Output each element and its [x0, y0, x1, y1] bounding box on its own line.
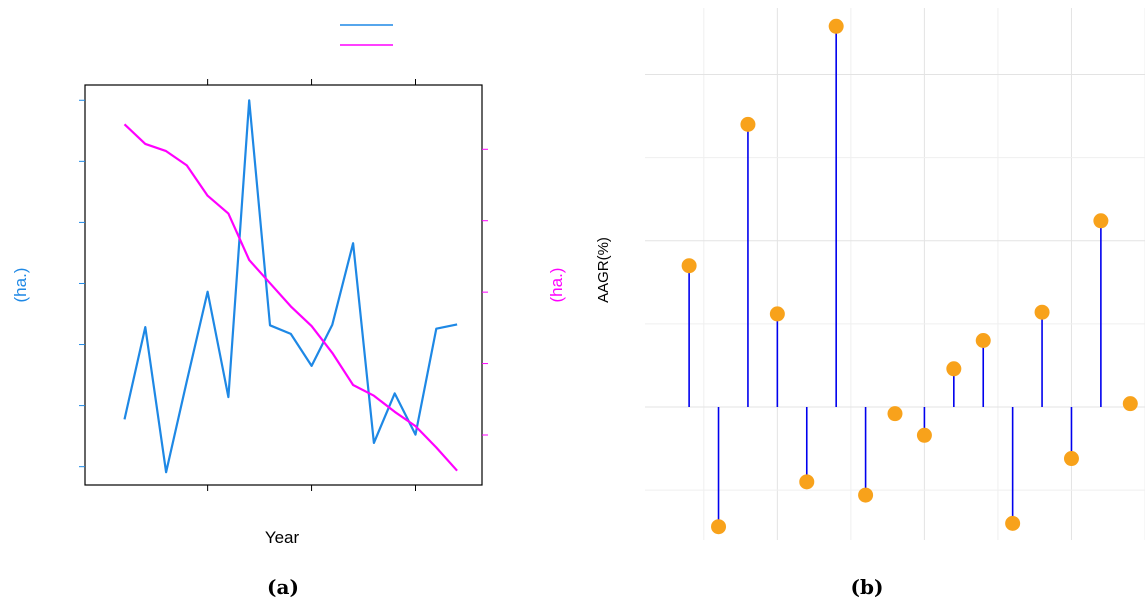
lollipop-point	[1122, 396, 1138, 412]
chart-b-stems	[688, 26, 1132, 527]
caption-a: (a)	[267, 575, 299, 599]
chart-a-right-axis-label: (ha.)	[547, 268, 566, 303]
chart-a-left-axis-label: (ha.)	[11, 268, 30, 303]
lollipop-point	[711, 519, 727, 535]
lollipop-point	[769, 306, 785, 322]
chart-a-bottom-axis	[207, 485, 416, 491]
lollipop-point	[887, 406, 903, 422]
chart-a: Year (ha.) (ha.) (a)	[11, 24, 566, 599]
lollipop-point	[1005, 515, 1021, 531]
series-line-treecover	[123, 123, 458, 472]
lollipop-point	[740, 116, 756, 132]
chart-a-legend	[340, 24, 393, 46]
lollipop-point	[1034, 304, 1050, 320]
lollipop-point	[1063, 451, 1079, 467]
chart-a-top-ticks	[207, 79, 416, 85]
chart-a-x-axis-label: Year	[265, 528, 300, 547]
chart-a-left-axis	[79, 99, 85, 468]
lollipop-point	[946, 361, 962, 377]
lollipop-point	[681, 258, 697, 274]
lollipop-point	[858, 487, 874, 503]
chart-a-right-axis	[482, 148, 488, 436]
lollipop-point	[828, 18, 844, 34]
chart-b-grid	[645, 8, 1145, 540]
chart-a-plot-border	[84, 84, 483, 486]
chart-a-lines	[123, 99, 458, 474]
lollipop-point	[1093, 213, 1109, 229]
caption-b: (b)	[851, 575, 884, 599]
chart-b-points	[681, 18, 1138, 535]
chart-b-y-axis-label: AAGR(%)	[595, 237, 612, 303]
lollipop-point	[975, 333, 991, 348]
lollipop-point	[799, 474, 815, 490]
lollipop-point	[916, 427, 932, 443]
chart-b: AAGR(%) (b)	[595, 8, 1145, 599]
series-line-deforested	[123, 99, 458, 474]
